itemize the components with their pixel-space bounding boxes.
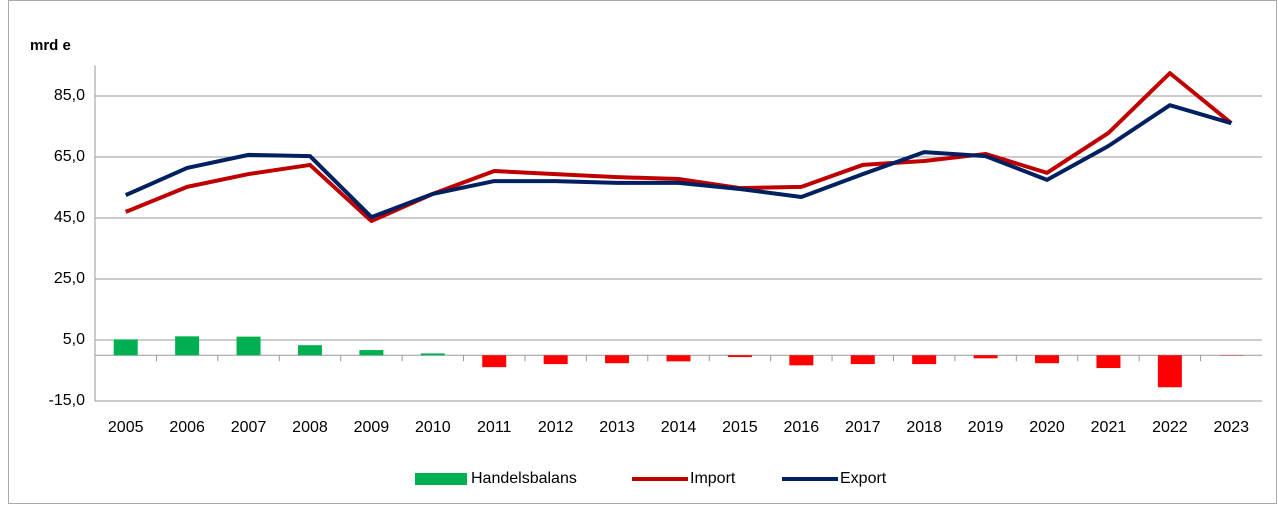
y-tick-label: 65,0 [54, 148, 85, 165]
x-tick-label: 2009 [354, 419, 390, 436]
x-tick-label: 2015 [722, 419, 758, 436]
bar [420, 353, 445, 356]
bar [850, 355, 875, 365]
bar [113, 339, 138, 356]
x-tick-label: 2021 [1091, 419, 1127, 436]
x-tick-label: 2023 [1213, 419, 1249, 436]
bar [1157, 355, 1182, 388]
x-tick-label: 2018 [906, 419, 942, 436]
y-tick-label: 85,0 [54, 87, 85, 104]
y-tick-label: -15,0 [49, 392, 86, 409]
line [124, 103, 1232, 220]
legend-label: Import [690, 470, 736, 487]
x-tick-label: 2017 [845, 419, 881, 436]
bar [175, 336, 200, 356]
bar [912, 355, 937, 365]
bar [359, 350, 384, 356]
y-tick-label: 45,0 [54, 209, 85, 226]
chart-title: mrd e [30, 37, 71, 54]
chart-border [8, 0, 1277, 504]
y-tick-label: 25,0 [54, 270, 85, 287]
bar [482, 355, 507, 368]
x-tick-label: 2012 [538, 419, 574, 436]
bar [236, 336, 261, 356]
x-tick-label: 2016 [784, 419, 820, 436]
bar [789, 355, 814, 366]
legend-label: Handelsbalans [471, 470, 577, 487]
x-tick-label: 2022 [1152, 419, 1188, 436]
bar [1035, 355, 1060, 364]
x-tick-label: 2006 [169, 419, 205, 436]
bar [543, 355, 568, 365]
y-tick-label: 5,0 [63, 331, 85, 348]
bar [727, 355, 752, 358]
bar [666, 355, 691, 362]
bar [1096, 355, 1121, 369]
bar [973, 355, 998, 359]
bar [605, 355, 630, 364]
x-tick-label: 2014 [661, 419, 697, 436]
x-tick-label: 2019 [968, 419, 1004, 436]
x-tick-label: 2020 [1029, 419, 1065, 436]
x-tick-label: 2011 [477, 419, 512, 436]
line [124, 71, 1233, 224]
legend-label: Export [840, 470, 887, 487]
x-tick-label: 2007 [231, 419, 267, 436]
legend-swatch [415, 473, 467, 485]
bar [297, 345, 322, 356]
x-tick-label: 2013 [599, 419, 635, 436]
x-tick-label: 2005 [108, 419, 144, 436]
x-tick-label: 2010 [415, 419, 451, 436]
x-tick-label: 2008 [292, 419, 328, 436]
